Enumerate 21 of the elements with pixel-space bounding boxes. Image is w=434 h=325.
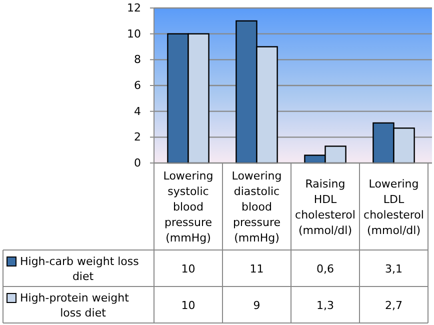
x-tick-label: Lowering systolic blood pressure (mmHg): [163, 170, 214, 244]
legend-label: High-protein weight loss diet: [20, 292, 130, 320]
data-label: 11: [250, 262, 264, 276]
legend-label: High-carb weight loss diet: [20, 255, 140, 283]
y-tick-label: 10: [127, 27, 141, 40]
y-tick-label: 4: [134, 104, 141, 118]
y-tick-label: 2: [134, 130, 141, 144]
x-tick-label: Raising HDL cholesterol (mmol/dl): [295, 177, 356, 237]
x-tick-label: Lowering LDL cholesterol (mmol/dl): [364, 177, 424, 237]
data-label: 1,3: [316, 298, 334, 312]
y-tick-label: 12: [127, 2, 141, 15]
data-label: 9: [253, 298, 260, 312]
data-label: 2,7: [385, 298, 402, 312]
y-tick-label: 6: [134, 79, 141, 92]
data-label: 3,1: [385, 262, 402, 276]
x-tick-label: Lowering diastolic blood pressure (mmHg): [232, 170, 282, 244]
data-label: 0,6: [316, 262, 334, 276]
y-tick-label: 8: [134, 53, 141, 66]
data-label: 10: [181, 262, 196, 276]
data-label: 10: [181, 298, 196, 312]
y-tick-label: 0: [134, 156, 141, 170]
